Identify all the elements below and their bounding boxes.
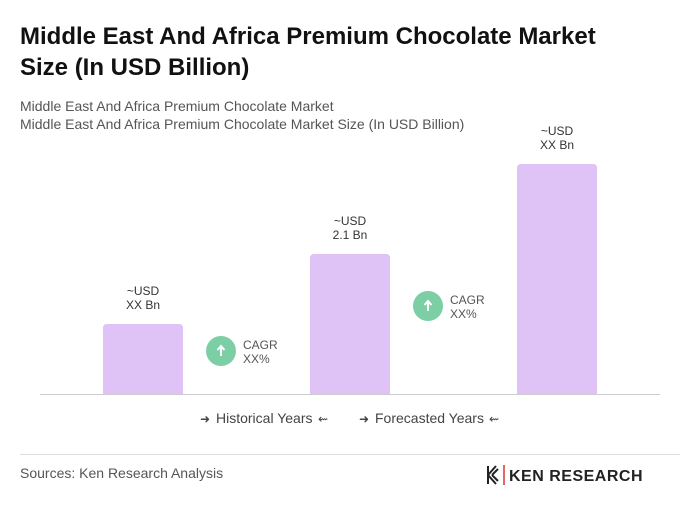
arrow: ⇜ [489,412,499,426]
cagr-label: CAGR [450,293,485,307]
bar [103,324,183,394]
legend: ➜ Historical Years ⇜ ➜ Forecasted Years … [200,410,499,426]
chart-title: Middle East And Africa Premium Chocolate… [20,23,596,50]
arrow: ➜ [359,412,369,426]
bar [517,164,597,394]
source: Sources: Ken Research Analysis [20,465,223,481]
subtitle: Middle East And Africa Premium Chocolate… [20,98,334,114]
logo: KEN RESEARCH [487,465,643,485]
cagr-arrow [216,344,226,356]
bar [310,254,390,394]
cagr-arrow [423,299,433,311]
value-label: XX Bn [540,138,574,152]
value-label: ~USD [127,284,160,298]
arrow: ➜ [200,412,210,426]
brand: KEN RESEARCH [509,468,643,485]
cagr-value: XX% [243,352,270,366]
value-label: XX Bn [126,298,160,312]
value-label: ~USD [334,214,367,228]
cagr-label: CAGR [243,338,278,352]
legend-label: Historical Years [216,410,313,426]
arrow: ⇜ [318,412,328,426]
legend-label: Forecasted Years [375,410,484,426]
value-label: ~USD [541,124,574,138]
value-label: 2.1 Bn [333,228,368,242]
cagr-value: XX% [450,307,477,321]
logo-icon [487,465,499,485]
subtitle: Middle East And Africa Premium Chocolate… [20,116,464,132]
chart-title: Size (In USD Billion) [20,54,249,81]
